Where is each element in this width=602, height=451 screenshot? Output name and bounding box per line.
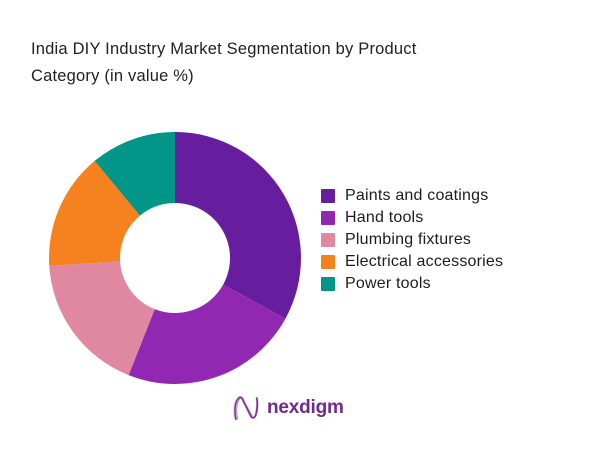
- legend-swatch: [321, 211, 335, 225]
- brand-name: nexdigm: [267, 397, 344, 418]
- legend-item-hand-tools: Hand tools: [321, 207, 503, 229]
- donut-segment-plumbing-fixtures: [49, 261, 155, 376]
- chart-title: India DIY Industry Market Segmentation b…: [31, 40, 417, 85]
- legend-item-plumbing-fixtures: Plumbing fixtures: [321, 229, 503, 251]
- donut-segment-hand-tools: [128, 284, 286, 384]
- legend-label: Power tools: [345, 275, 431, 292]
- legend-label: Paints and coatings: [345, 187, 489, 204]
- nexdigm-logo-icon: [233, 396, 259, 421]
- legend-item-power-tools: Power tools: [321, 273, 503, 295]
- legend-swatch: [321, 189, 335, 203]
- legend-label: Plumbing fixtures: [345, 231, 472, 248]
- donut-chart: [49, 132, 301, 384]
- legend-item-electrical-accessories: Electrical accessories: [321, 251, 503, 273]
- legend-swatch: [321, 233, 335, 247]
- donut-segment-electrical-accessories: [49, 160, 140, 266]
- chart-legend: Paints and coatings Hand tools Plumbing fi…: [321, 185, 503, 295]
- legend-item-paints-and-coatings: Paints and coatings: [321, 185, 503, 207]
- legend-swatch: [321, 255, 335, 269]
- legend-label: Hand tools: [345, 209, 424, 226]
- brand-footer: nexdigm: [231, 392, 344, 424]
- donut-segment-power-tools: [94, 132, 175, 216]
- donut-segment-paints-and-coatings: [175, 132, 301, 319]
- legend-swatch: [321, 277, 335, 291]
- legend-label: Electrical accessories: [345, 253, 504, 270]
